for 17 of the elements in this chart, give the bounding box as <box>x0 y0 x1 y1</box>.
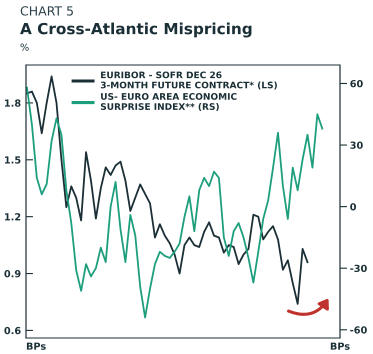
chart-title: A Cross-Atlantic Mispricing <box>20 22 252 38</box>
caption: CHART 5 <box>20 6 73 16</box>
y-tick-label: 1.2 <box>5 213 20 220</box>
y-tick-label: 1.5 <box>5 156 20 164</box>
y2-tick-label: -30 <box>350 264 367 272</box>
y-tick-label: 1.8 <box>5 99 21 107</box>
y-tick-label: 0.9 <box>4 270 21 278</box>
y2-tick-label: 0 <box>350 203 356 210</box>
legend-label: US- EURO AREA ECONOMIC SURPRISE INDEX** (RS) <box>100 93 237 112</box>
y2-tick-label: 60 <box>350 80 363 88</box>
y-axis-title: % <box>20 43 29 51</box>
text: BPs <box>26 342 46 350</box>
y2-tick-label: 30 <box>350 142 363 149</box>
y-tick-label: 0.6 <box>4 326 21 334</box>
legend-label: EURIBOR - SOFR DEC 26 3-MONTH FUTURE CONTRACT* (LS) <box>100 71 277 90</box>
y2-tick-label: -60 <box>350 326 367 334</box>
y2-axis-title: BPs <box>330 342 350 350</box>
